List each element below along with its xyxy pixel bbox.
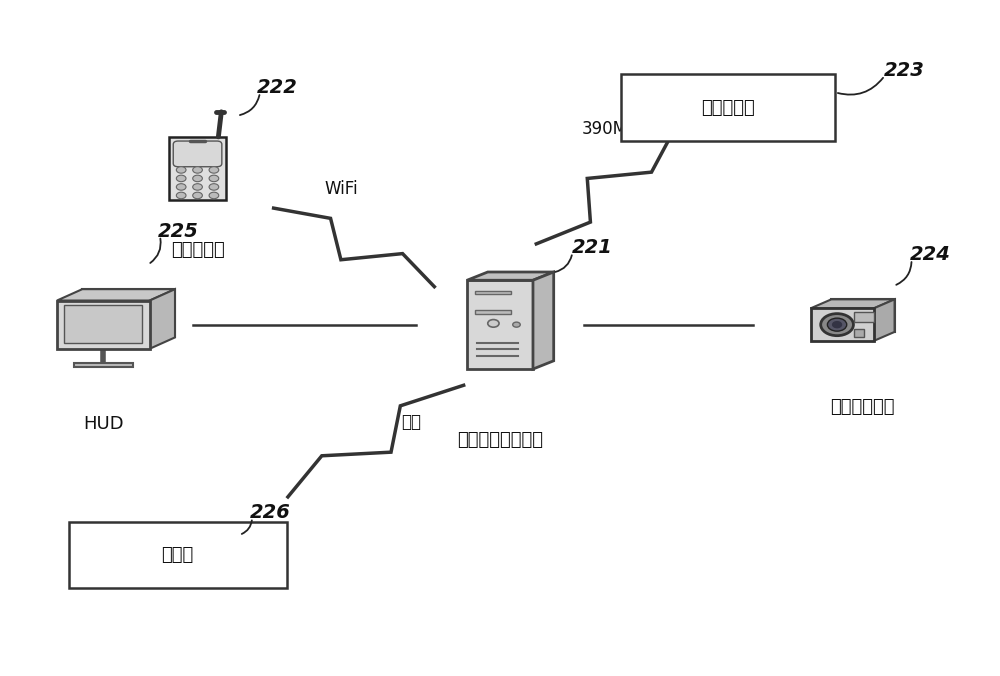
Circle shape [193, 167, 202, 173]
Polygon shape [74, 363, 133, 367]
Circle shape [209, 167, 219, 173]
Circle shape [193, 175, 202, 182]
Text: 主叫车载终端主机: 主叫车载终端主机 [457, 431, 543, 450]
Circle shape [209, 184, 219, 190]
FancyBboxPatch shape [854, 329, 864, 337]
FancyBboxPatch shape [57, 301, 150, 349]
Polygon shape [831, 299, 895, 332]
FancyBboxPatch shape [173, 141, 222, 167]
Text: 224: 224 [910, 245, 950, 264]
Polygon shape [150, 289, 175, 349]
Polygon shape [467, 272, 554, 281]
Text: 225: 225 [158, 222, 199, 241]
Polygon shape [169, 137, 226, 201]
FancyBboxPatch shape [621, 74, 835, 141]
Circle shape [176, 167, 186, 173]
Text: 音视频采集器: 音视频采集器 [830, 398, 894, 416]
Circle shape [176, 175, 186, 182]
Polygon shape [533, 272, 554, 369]
Text: 223: 223 [884, 62, 925, 80]
Text: HUD: HUD [83, 415, 124, 433]
FancyBboxPatch shape [854, 312, 874, 322]
Polygon shape [57, 289, 175, 301]
Text: 车载遥控器: 车载遥控器 [701, 99, 755, 117]
Text: WiFi: WiFi [325, 180, 358, 198]
FancyBboxPatch shape [69, 522, 287, 588]
Circle shape [176, 192, 186, 199]
Text: 221: 221 [571, 239, 612, 258]
Circle shape [209, 175, 219, 182]
FancyBboxPatch shape [811, 308, 874, 341]
Circle shape [193, 184, 202, 190]
FancyBboxPatch shape [475, 310, 511, 314]
Text: 390Mhz: 390Mhz [581, 120, 647, 138]
FancyBboxPatch shape [475, 291, 511, 294]
Text: 226: 226 [250, 504, 291, 523]
Text: 主叫对讲机: 主叫对讲机 [171, 241, 224, 259]
Text: 蓝牙棒: 蓝牙棒 [162, 546, 194, 564]
Text: 222: 222 [257, 78, 298, 97]
Circle shape [193, 192, 202, 199]
Circle shape [833, 322, 842, 328]
Polygon shape [82, 289, 175, 337]
Circle shape [513, 322, 520, 327]
Circle shape [827, 318, 847, 331]
Polygon shape [874, 299, 895, 341]
Circle shape [176, 184, 186, 190]
FancyBboxPatch shape [467, 281, 533, 369]
Circle shape [488, 320, 499, 327]
Polygon shape [811, 299, 895, 308]
FancyBboxPatch shape [64, 306, 142, 343]
Circle shape [821, 314, 853, 336]
Text: 蓝牙: 蓝牙 [401, 414, 421, 431]
Circle shape [209, 192, 219, 199]
